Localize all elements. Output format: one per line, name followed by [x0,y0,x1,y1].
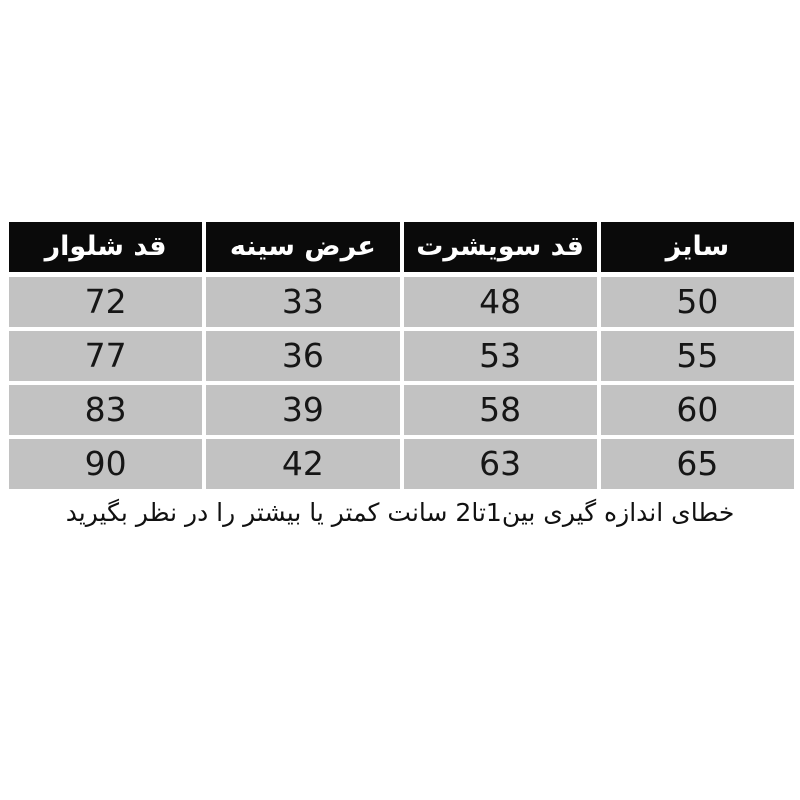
table-cell-sweatshirt-length: 63 [403,439,597,489]
table-body: 50 48 33 72 55 53 36 77 60 58 39 83 65 63 42 90 [9,277,794,489]
table-cell-sweatshirt-length: 48 [403,277,597,327]
table-cell-chest-width: 39 [206,385,400,435]
table-cell-sweatshirt-length: 53 [403,331,597,381]
column-header-size: سایز [600,222,794,272]
table-cell-pants-length: 77 [9,331,203,381]
table-row: 55 53 36 77 [9,331,794,381]
column-header-pants-length: قد شلوار [9,222,203,272]
column-header-sweatshirt-length: قد سویشرت [403,222,597,272]
table-cell-chest-width: 42 [206,439,400,489]
table-cell-size: 55 [600,331,794,381]
table-cell-size: 60 [600,385,794,435]
size-table: سایز قد سویشرت عرض سینه قد شلوار 50 48 33 72 55… [9,222,794,493]
measurement-tolerance-note: خطای اندازه گیری بین1تا2 سانت کمتر یا بی… [65,498,735,527]
table-row: 60 58 39 83 [9,385,794,435]
table-cell-pants-length: 72 [9,277,203,327]
table-cell-chest-width: 36 [206,331,400,381]
table-cell-sweatshirt-length: 58 [403,385,597,435]
table-cell-pants-length: 83 [9,385,203,435]
table-row: 65 63 42 90 [9,439,794,489]
table-cell-size: 65 [600,439,794,489]
table-cell-size: 50 [600,277,794,327]
table-header-row: سایز قد سویشرت عرض سینه قد شلوار [9,222,794,272]
column-header-chest-width: عرض سینه [206,222,400,272]
table-cell-pants-length: 90 [9,439,203,489]
table-cell-chest-width: 33 [206,277,400,327]
table-row: 50 48 33 72 [9,277,794,327]
